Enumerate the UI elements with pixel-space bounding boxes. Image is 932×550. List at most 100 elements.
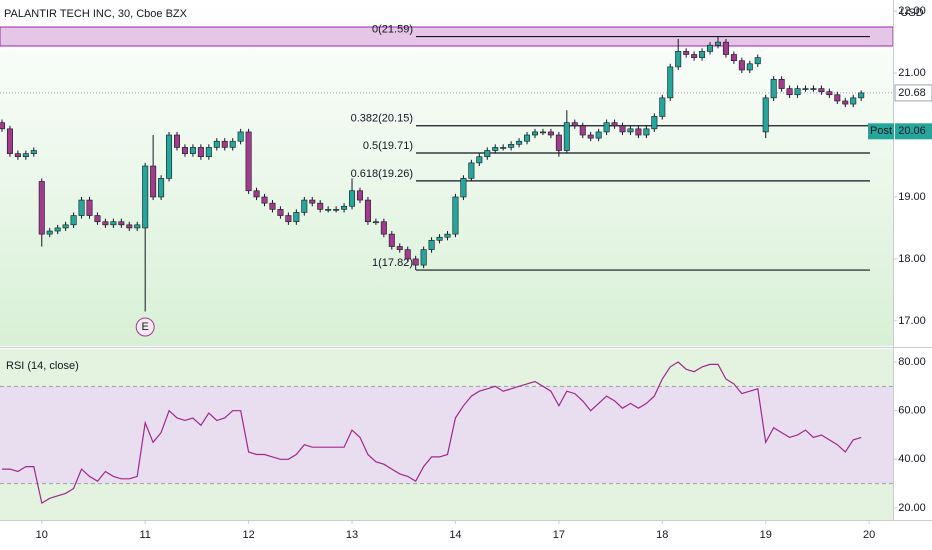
candle-body <box>436 236 443 241</box>
candle-body <box>571 122 578 127</box>
candle-body <box>762 97 769 133</box>
candle-body <box>778 78 785 89</box>
chart-title: PALANTIR TECH INC, 30, Cboe BZX <box>4 8 188 20</box>
candle-body <box>229 140 236 148</box>
candle-body <box>309 199 316 204</box>
x-tick-label: 17 <box>553 529 565 541</box>
candle-body <box>722 41 729 55</box>
post-price-label: 20.06 <box>898 125 926 137</box>
candle-body <box>126 224 133 229</box>
candle-body <box>94 215 101 223</box>
y-tick-label: 21.00 <box>898 67 926 79</box>
candle-body <box>818 88 825 92</box>
post-price-tag <box>895 123 932 140</box>
candle-body <box>810 88 817 90</box>
post-tag <box>868 123 894 140</box>
x-tick-label: 14 <box>449 529 461 541</box>
candle-body <box>834 94 841 102</box>
candle-body <box>460 178 467 198</box>
candle-body <box>707 44 714 52</box>
candle-body <box>46 230 53 235</box>
y-tick-label: 18.00 <box>898 253 926 265</box>
y-tick-label: 19.00 <box>898 191 926 203</box>
candle-body <box>158 178 165 198</box>
currency-label: USD <box>900 7 923 19</box>
candle-body <box>118 221 125 226</box>
candle-body <box>444 233 451 238</box>
candle-body <box>524 134 531 142</box>
candle-body <box>802 88 809 90</box>
candle-body <box>659 97 666 117</box>
candle-body <box>269 202 276 210</box>
x-tick-label: 12 <box>242 529 254 541</box>
x-tick-label: 10 <box>36 529 48 541</box>
y-tick-label: 40.00 <box>898 453 926 465</box>
candle-body <box>786 88 793 96</box>
fib-label: 1(17.82) <box>372 257 413 269</box>
candle-body <box>714 41 721 46</box>
candle-body <box>364 199 371 223</box>
candle-body <box>14 153 21 158</box>
candle-body <box>826 91 833 96</box>
candle-body <box>675 51 682 68</box>
candle-body <box>277 209 284 216</box>
candle-body <box>428 240 435 250</box>
candle-body <box>86 199 93 216</box>
last-price-label: 20.68 <box>898 87 926 99</box>
candle-body <box>181 147 188 154</box>
candle-body <box>0 122 5 130</box>
candle-body <box>102 221 109 226</box>
candle-body <box>563 122 570 151</box>
candle-body <box>794 88 801 96</box>
candle-body <box>587 134 594 139</box>
candle-body <box>754 57 761 65</box>
candle-body <box>166 134 173 179</box>
candle-body <box>197 147 204 158</box>
candle-body <box>683 51 690 55</box>
candle-body <box>38 181 45 235</box>
candle-body <box>349 190 356 207</box>
x-tick-label: 20 <box>863 529 875 541</box>
candle-body <box>579 125 586 136</box>
candle-body <box>420 249 427 266</box>
candle-body <box>643 128 650 136</box>
candle-body <box>62 224 69 229</box>
y-tick-label: 60.00 <box>898 405 926 417</box>
candle-body <box>850 97 857 105</box>
candle-body <box>476 156 483 164</box>
fib-label: 0(21.59) <box>372 23 413 35</box>
candle-body <box>293 212 300 223</box>
candle-body <box>508 144 515 148</box>
candle-body <box>603 122 610 133</box>
x-tick-label: 19 <box>760 529 772 541</box>
candle-body <box>78 199 85 216</box>
candle-body <box>142 165 149 229</box>
candle-body <box>285 215 292 223</box>
main-pane-bg <box>0 0 893 346</box>
candle-body <box>356 190 363 201</box>
candle-body <box>468 162 475 179</box>
candle-body <box>746 63 753 71</box>
fib-label: 0.5(19.71) <box>363 140 413 152</box>
rsi-line <box>2 361 862 505</box>
candle-body <box>213 140 220 148</box>
candle-body <box>30 150 37 154</box>
fib-label: 0.618(19.26) <box>351 168 413 180</box>
candle-body <box>619 125 626 133</box>
candle-body <box>547 131 554 136</box>
y-tick-label: 17.00 <box>898 315 926 327</box>
y-tick-label: 20.00 <box>898 502 926 514</box>
y-tick-label: 80.00 <box>898 356 926 368</box>
candle-body <box>532 131 539 136</box>
candle-body <box>174 134 181 148</box>
candle-body <box>627 128 634 133</box>
candle-body <box>189 147 196 154</box>
candle-body <box>388 233 395 247</box>
candle-body <box>516 140 523 145</box>
candle-body <box>134 224 141 229</box>
candle-body <box>492 147 499 151</box>
candle-body <box>317 202 324 210</box>
candle-body <box>595 131 602 139</box>
y-tick-label: 22.00 <box>898 5 926 17</box>
